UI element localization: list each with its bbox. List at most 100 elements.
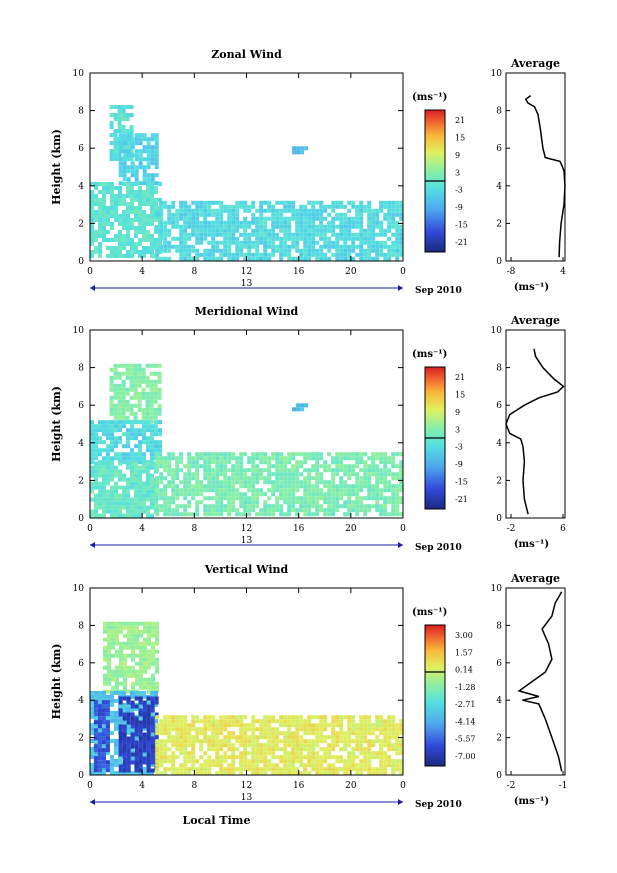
heatmap-cell (259, 256, 264, 261)
heatmap-cell (203, 220, 208, 225)
heatmap-cell (211, 224, 216, 229)
heatmap-cell (135, 653, 139, 658)
heatmap-cell (347, 464, 352, 469)
heatmap-cell (215, 496, 220, 501)
heatmap-cell (146, 724, 151, 729)
heatmap-cell (223, 755, 228, 760)
heatmap-cell (110, 222, 114, 226)
heatmap-cell (114, 714, 118, 719)
heatmap-cell (94, 424, 98, 429)
heatmap-cell (291, 715, 296, 720)
heatmap-cell (113, 133, 118, 137)
heatmap-cell (171, 456, 176, 461)
heatmap-cell (146, 420, 150, 425)
heatmap-cell (163, 464, 168, 469)
heatmap-cell (195, 715, 200, 720)
heatmap-cell (171, 200, 176, 205)
heatmap-cell (303, 747, 308, 752)
heatmap-cell (93, 700, 98, 705)
heatmap-cell (109, 113, 114, 117)
heatmap-cell (94, 473, 98, 478)
heatmap-cell (339, 731, 344, 736)
heatmap-cell (387, 512, 392, 517)
heatmap-cell (291, 496, 296, 501)
heatmap-cell (103, 645, 107, 650)
heatmap-cell (287, 460, 292, 465)
heatmap-cell (163, 751, 168, 756)
heatmap-cell (227, 771, 232, 776)
heatmap-cell (243, 759, 248, 764)
heatmap-cell (327, 755, 332, 760)
heatmap-cell (251, 468, 256, 473)
heatmap-cell (335, 452, 340, 457)
heatmap-cell (130, 246, 134, 250)
heatmap-cell (167, 456, 172, 461)
heatmap-cell (155, 456, 160, 461)
heatmap-cell (134, 137, 139, 142)
heatmap-cell (203, 468, 208, 473)
heatmap-cell (154, 161, 159, 166)
heatmap-cell (118, 157, 123, 162)
heatmap-cell (239, 723, 244, 728)
heatmap-cell (243, 200, 248, 205)
heatmap-cell (279, 236, 284, 241)
heatmap-cell (223, 715, 228, 720)
heatmap-cell (122, 768, 127, 773)
heatmap-cell (143, 649, 147, 654)
heatmap-cell (399, 204, 404, 209)
heatmap-cell (251, 464, 256, 469)
heatmap-cell (167, 220, 172, 225)
heatmap-cell (109, 153, 114, 157)
heatmap-cell (359, 228, 364, 233)
heatmap-cell (303, 484, 308, 489)
heatmap-cell (339, 496, 344, 501)
heatmap-cell (138, 756, 143, 761)
heatmap-cell (347, 468, 352, 473)
heatmap-cell (367, 468, 372, 473)
date-month-label: Sep 2010 (415, 543, 462, 553)
heatmap-cell (126, 493, 130, 498)
heatmap-cell (223, 228, 228, 233)
heatmap-cell (235, 492, 240, 497)
heatmap-cell (223, 460, 228, 465)
heatmap-cell (187, 472, 192, 477)
heatmap-cell (122, 706, 126, 711)
heatmap-cell (339, 715, 344, 720)
heatmap-cell (129, 407, 134, 412)
heatmap-cell (227, 228, 232, 233)
heatmap-cell (271, 492, 276, 497)
heatmap-cell (130, 690, 134, 695)
heatmap-cell (149, 391, 154, 396)
heatmap-cell (125, 145, 130, 149)
heatmap-cell (187, 727, 192, 732)
heatmap-cell (399, 488, 404, 493)
heatmap-cell (307, 492, 312, 497)
heatmap-cell (142, 428, 146, 433)
heatmap-cell (123, 633, 127, 638)
heatmap-cell (147, 665, 151, 670)
heatmap-cell (187, 252, 192, 257)
heatmap-cell (235, 488, 240, 493)
heatmap-cell (355, 484, 360, 489)
heatmap-cell (363, 508, 368, 513)
heatmap-cell (195, 220, 200, 225)
heatmap-cell (323, 204, 328, 209)
heatmap-cell (271, 204, 276, 209)
heatmap-cell (235, 236, 240, 241)
heatmap-cell (211, 496, 216, 501)
heatmap-cell (215, 248, 220, 253)
heatmap-cell (203, 452, 208, 457)
heatmap-cell (159, 480, 164, 485)
heatmap-cell (335, 212, 340, 217)
colorbar-unit: (ms⁻¹) (412, 92, 447, 103)
heatmap-cell (227, 767, 232, 772)
heatmap-cell (311, 208, 316, 213)
heatmap-cell (175, 236, 180, 241)
heatmap-cell (399, 240, 404, 245)
heatmap-cell (155, 669, 159, 674)
heatmap-cell (159, 719, 164, 724)
heatmap-cell (115, 637, 119, 642)
heatmap-cell (267, 759, 272, 764)
heatmap-cell (207, 476, 212, 481)
heatmap-cell (94, 440, 98, 445)
